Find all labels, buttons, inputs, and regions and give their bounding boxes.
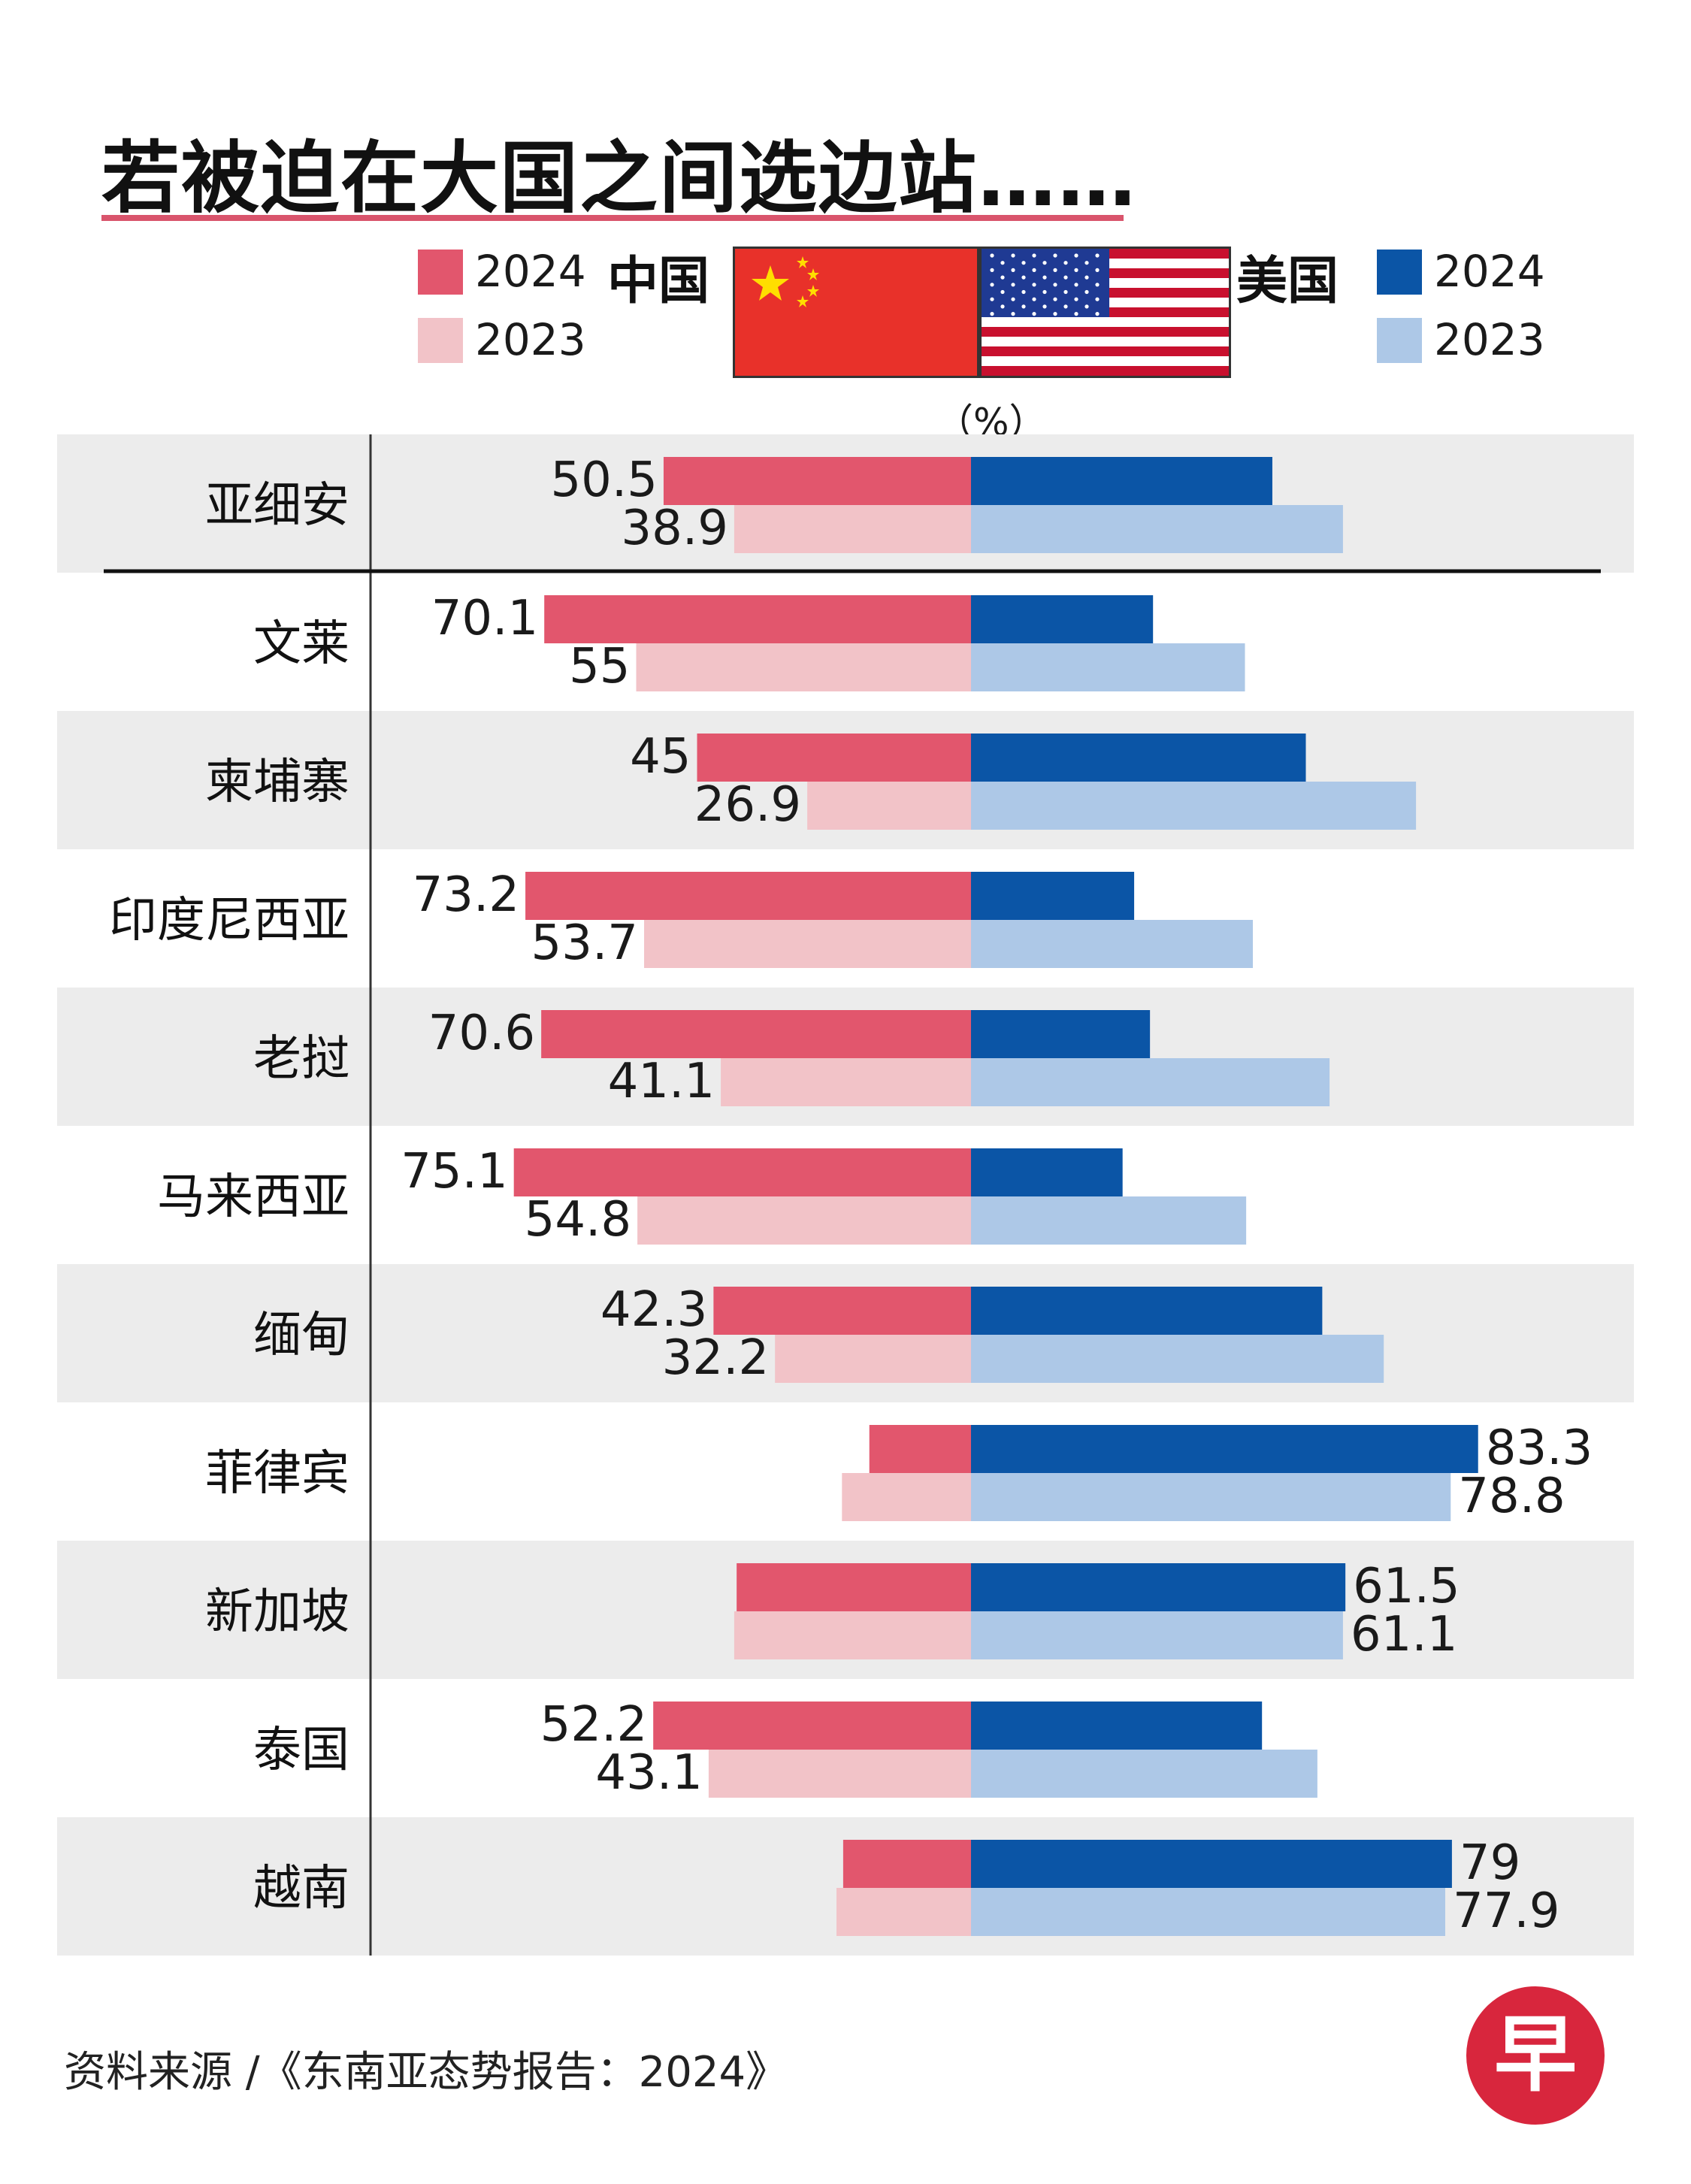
bar-china-2024 <box>697 734 971 782</box>
category-label: 新加坡 <box>205 1584 349 1640</box>
bar-china-2023 <box>637 1196 971 1245</box>
bar-us-2023 <box>971 643 1245 691</box>
bar-us-2024 <box>971 1840 1452 1888</box>
bar-china-2023 <box>842 1473 971 1521</box>
category-label: 亚细安 <box>205 478 349 534</box>
bar-us-2023 <box>971 782 1417 830</box>
bar-us-2024 <box>971 872 1135 920</box>
legend-swatch-china-2024 <box>418 250 463 295</box>
bar-us-2024 <box>971 595 1154 643</box>
category-label: 菲律宾 <box>205 1446 349 1502</box>
bar-us-2024 <box>971 1010 1151 1058</box>
legend-label-us-2023: 2023 <box>1434 314 1545 365</box>
bar-china-2024 <box>842 1840 971 1888</box>
source-note: 资料来源 /《东南亚态势报告：2024》 <box>64 2048 788 2097</box>
category-label: 马来西亚 <box>157 1169 349 1225</box>
bar-us-2024 <box>971 734 1306 782</box>
bar-china-2024 <box>869 1425 971 1473</box>
data-label-us-2023: 78.8 <box>1458 1469 1565 1524</box>
zaobao-logo: 早 <box>1464 1984 1607 2127</box>
category-label: 泰国 <box>253 1723 349 1778</box>
bar-china-2023 <box>775 1335 971 1383</box>
bar-china-2024 <box>737 1563 971 1611</box>
bar-us-2024 <box>971 1702 1263 1750</box>
data-label-china-2023: 32.2 <box>662 1330 770 1386</box>
bar-china-2024 <box>663 457 971 505</box>
legend-swatch-us-2023 <box>1377 318 1422 363</box>
data-label-us-2024: 79 <box>1460 1835 1520 1891</box>
china-flag-icon <box>733 247 979 378</box>
bar-china-2024 <box>541 1010 971 1058</box>
bar-china-2024 <box>544 595 971 643</box>
data-label-china-2023: 54.8 <box>525 1192 632 1248</box>
bar-us-2023 <box>971 505 1343 553</box>
legend-label-us-2024: 2024 <box>1434 246 1545 297</box>
bar-us-2023 <box>971 1335 1384 1383</box>
bar-us-2024 <box>971 1563 1346 1611</box>
bar-us-2023 <box>971 920 1254 968</box>
data-label-china-2024: 70.6 <box>428 1006 536 1061</box>
bar-us-2023 <box>971 1611 1343 1659</box>
data-label-china-2023: 43.1 <box>595 1745 703 1801</box>
title-underline <box>101 215 1124 221</box>
data-label-china-2023: 53.7 <box>531 915 639 971</box>
bar-us-2024 <box>971 1287 1323 1335</box>
data-label-us-2024: 83.3 <box>1486 1420 1593 1476</box>
bar-china-2023 <box>807 782 971 830</box>
data-label-china-2023: 38.9 <box>621 501 728 556</box>
bar-china-2023 <box>644 920 971 968</box>
data-label-china-2024: 73.2 <box>413 867 520 923</box>
legend-china-label: 中国 <box>607 252 710 311</box>
data-label-us-2023: 61.1 <box>1351 1607 1458 1662</box>
bar-us-2024 <box>971 1148 1123 1196</box>
bar-china-2023 <box>708 1750 971 1798</box>
data-label-china-2024: 75.1 <box>401 1144 508 1199</box>
legend-label-china-2024: 2024 <box>475 246 586 297</box>
data-label-china-2024: 45 <box>630 729 691 785</box>
legend-us-label: 美国 <box>1236 252 1339 311</box>
bar-china-2024 <box>713 1287 971 1335</box>
bar-china-2024 <box>513 1148 971 1196</box>
bar-us-2024 <box>971 457 1272 505</box>
data-label-china-2024: 42.3 <box>600 1282 708 1338</box>
category-label: 老挝 <box>253 1031 349 1087</box>
bar-china-2024 <box>525 872 971 920</box>
category-label: 文莱 <box>253 616 349 672</box>
category-label: 缅甸 <box>253 1308 349 1363</box>
data-label-china-2024: 52.2 <box>540 1697 648 1753</box>
bar-china-2023 <box>734 505 971 553</box>
bar-china-2023 <box>721 1058 971 1106</box>
legend-swatch-china-2023 <box>418 318 463 363</box>
bar-china-2023 <box>836 1888 971 1936</box>
svg-text:早: 早 <box>1494 2007 1577 2103</box>
bar-us-2024 <box>971 1425 1478 1473</box>
data-label-china-2023: 41.1 <box>608 1054 715 1109</box>
bar-china-2024 <box>653 1702 971 1750</box>
data-label-us-2023: 77.9 <box>1453 1883 1560 1939</box>
bar-us-2023 <box>971 1196 1247 1245</box>
legend-label-china-2023: 2023 <box>475 314 586 365</box>
bar-us-2023 <box>971 1058 1330 1106</box>
category-label: 印度尼西亚 <box>109 893 349 948</box>
data-label-china-2024: 70.1 <box>431 591 539 646</box>
category-label: 越南 <box>253 1861 349 1916</box>
us-flag-icon <box>979 247 1231 378</box>
category-label: 柬埔寨 <box>205 755 349 810</box>
data-label-china-2023: 26.9 <box>694 777 802 833</box>
bar-us-2023 <box>971 1888 1445 1936</box>
legend-swatch-us-2024 <box>1377 250 1422 295</box>
data-label-china-2024: 50.5 <box>550 452 658 508</box>
bar-china-2023 <box>734 1611 971 1659</box>
bar-us-2023 <box>971 1473 1451 1521</box>
bar-us-2023 <box>971 1750 1317 1798</box>
data-label-china-2023: 55 <box>569 639 630 694</box>
data-label-us-2024: 61.5 <box>1353 1559 1460 1614</box>
bar-china-2023 <box>636 643 971 691</box>
chart-title: 若被迫在大国之间选边站…… <box>101 132 1138 224</box>
